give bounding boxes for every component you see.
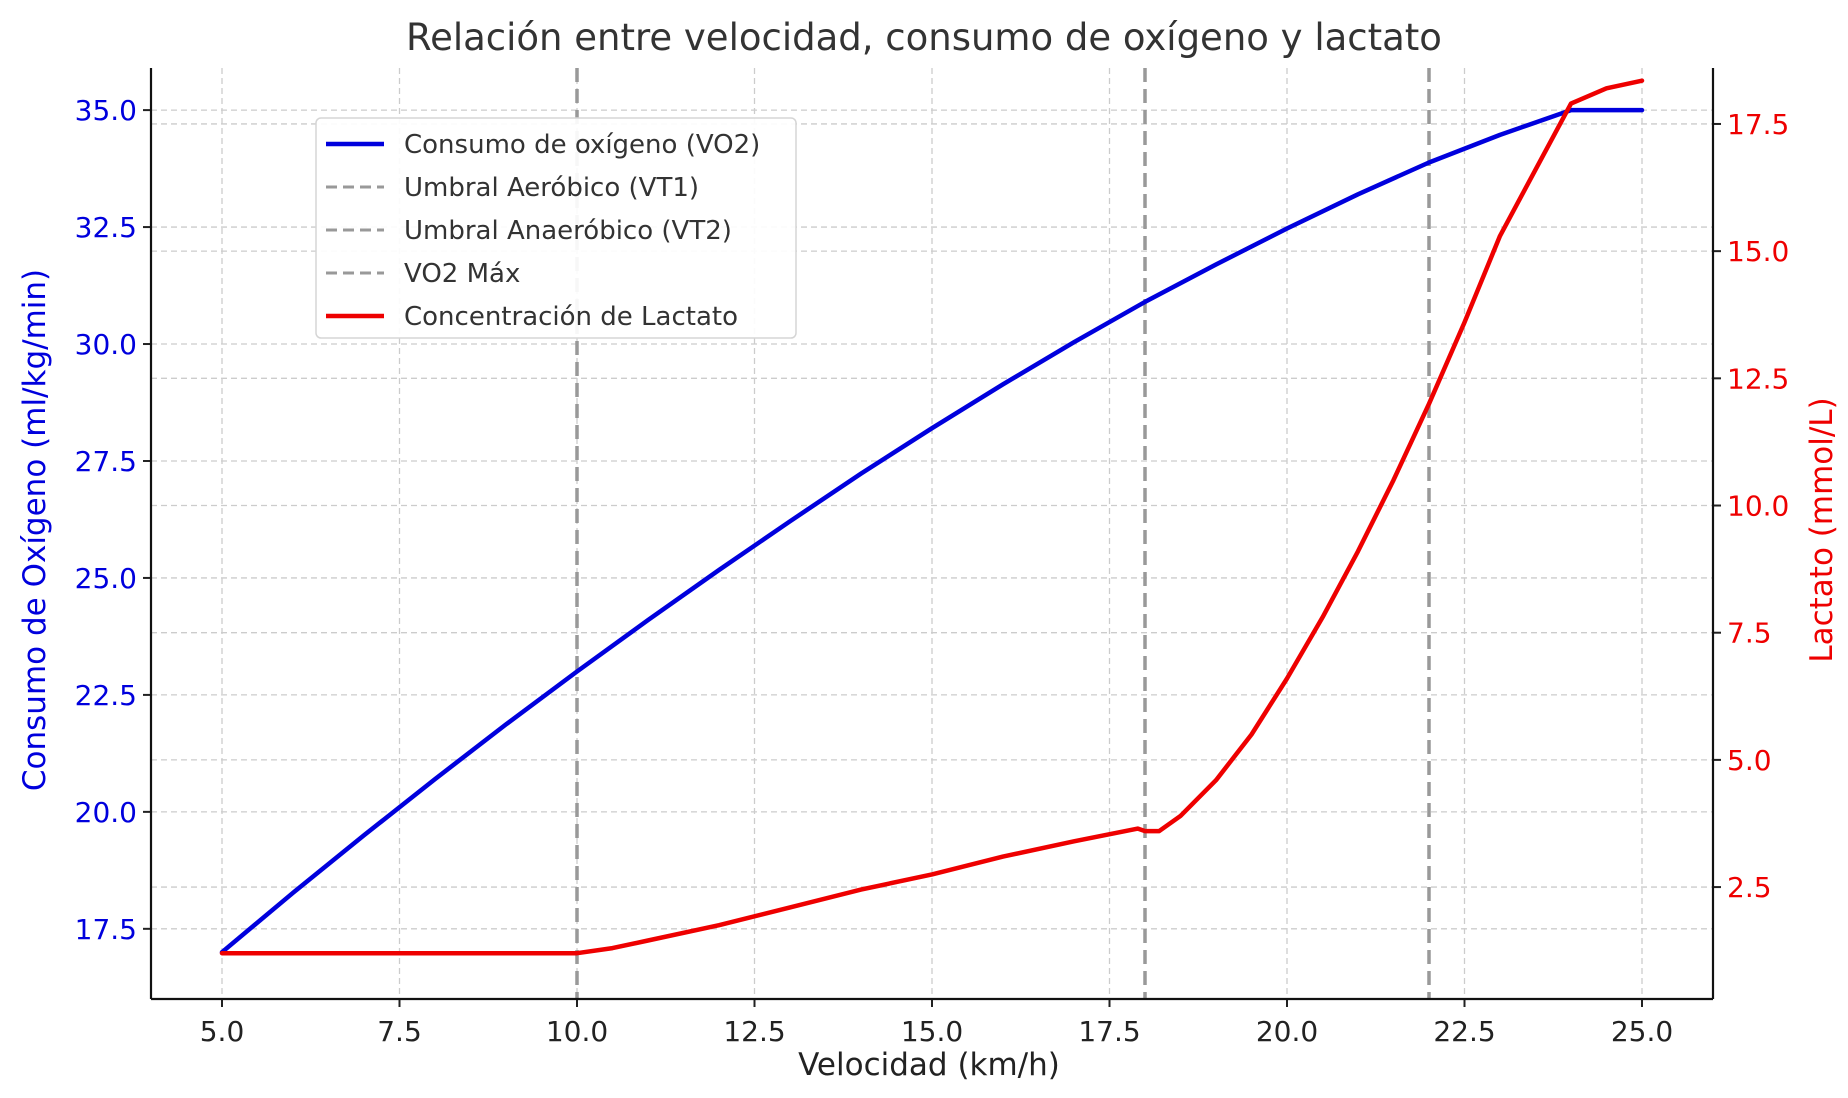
series-lines: [219, 78, 1645, 956]
x-tick-label: 12.5: [723, 1015, 785, 1048]
chart-title: Relación entre velocidad, consumo de oxí…: [406, 16, 1442, 59]
y-left-tick-label: 22.5: [75, 679, 137, 712]
x-tick-label: 22.5: [1433, 1015, 1495, 1048]
y-right-tick-label: 7.5: [1727, 617, 1772, 650]
x-tick-label: 5.0: [200, 1015, 245, 1048]
y-left-tick-label: 27.5: [75, 445, 137, 478]
x-tick-label: 7.5: [377, 1015, 422, 1048]
legend: Consumo de oxígeno (VO2) Umbral Aeróbico …: [315, 117, 797, 339]
y-left-tick-label: 35.0: [75, 94, 137, 127]
y-left-tick-label: 30.0: [75, 328, 137, 361]
x-tick-label: 10.0: [546, 1015, 608, 1048]
tick-labels: 5.0 7.5 10.0 12.5 15.0 17.5 20.0 22.5 25.0 17.5 20…: [75, 94, 1790, 1048]
axes: [143, 68, 1721, 1007]
vo2-line: [219, 107, 1645, 955]
y-right-tick-label: 10.0: [1727, 490, 1789, 523]
lactate-line: [219, 78, 1645, 956]
legend-label: Consumo de oxígeno (VO2): [404, 130, 760, 160]
y-right-tick-label: 2.5: [1727, 871, 1772, 904]
y-left-tick-label: 20.0: [75, 796, 137, 829]
legend-box: [315, 117, 797, 339]
x-tick-label: 20.0: [1256, 1015, 1318, 1048]
y-left-tick-label: 25.0: [75, 562, 137, 595]
grid: [151, 68, 1713, 999]
y-left-tick-label: 32.5: [75, 211, 137, 244]
legend-label: Concentración de Lactato: [404, 302, 738, 332]
legend-label: Umbral Aeróbico (VT1): [404, 173, 699, 203]
legend-label: VO2 Máx: [404, 259, 520, 289]
x-tick-label: 17.5: [1078, 1015, 1140, 1048]
y-right-axis-label: Lactato (mmol/L): [1804, 397, 1840, 662]
x-tick-label: 15.0: [901, 1015, 963, 1048]
legend-label: Umbral Anaeróbico (VT2): [404, 216, 732, 246]
y-left-tick-label: 17.5: [75, 913, 137, 946]
y-right-tick-label: 12.5: [1727, 362, 1789, 395]
y-right-tick-label: 15.0: [1727, 235, 1789, 268]
y-right-tick-label: 5.0: [1727, 744, 1772, 777]
x-axis-label: Velocidad (km/h): [798, 1047, 1060, 1083]
y-left-axis-label: Consumo de Oxígeno (ml/kg/min): [17, 269, 53, 791]
y-right-tick-label: 17.5: [1727, 108, 1789, 141]
x-tick-label: 25.0: [1611, 1015, 1673, 1048]
